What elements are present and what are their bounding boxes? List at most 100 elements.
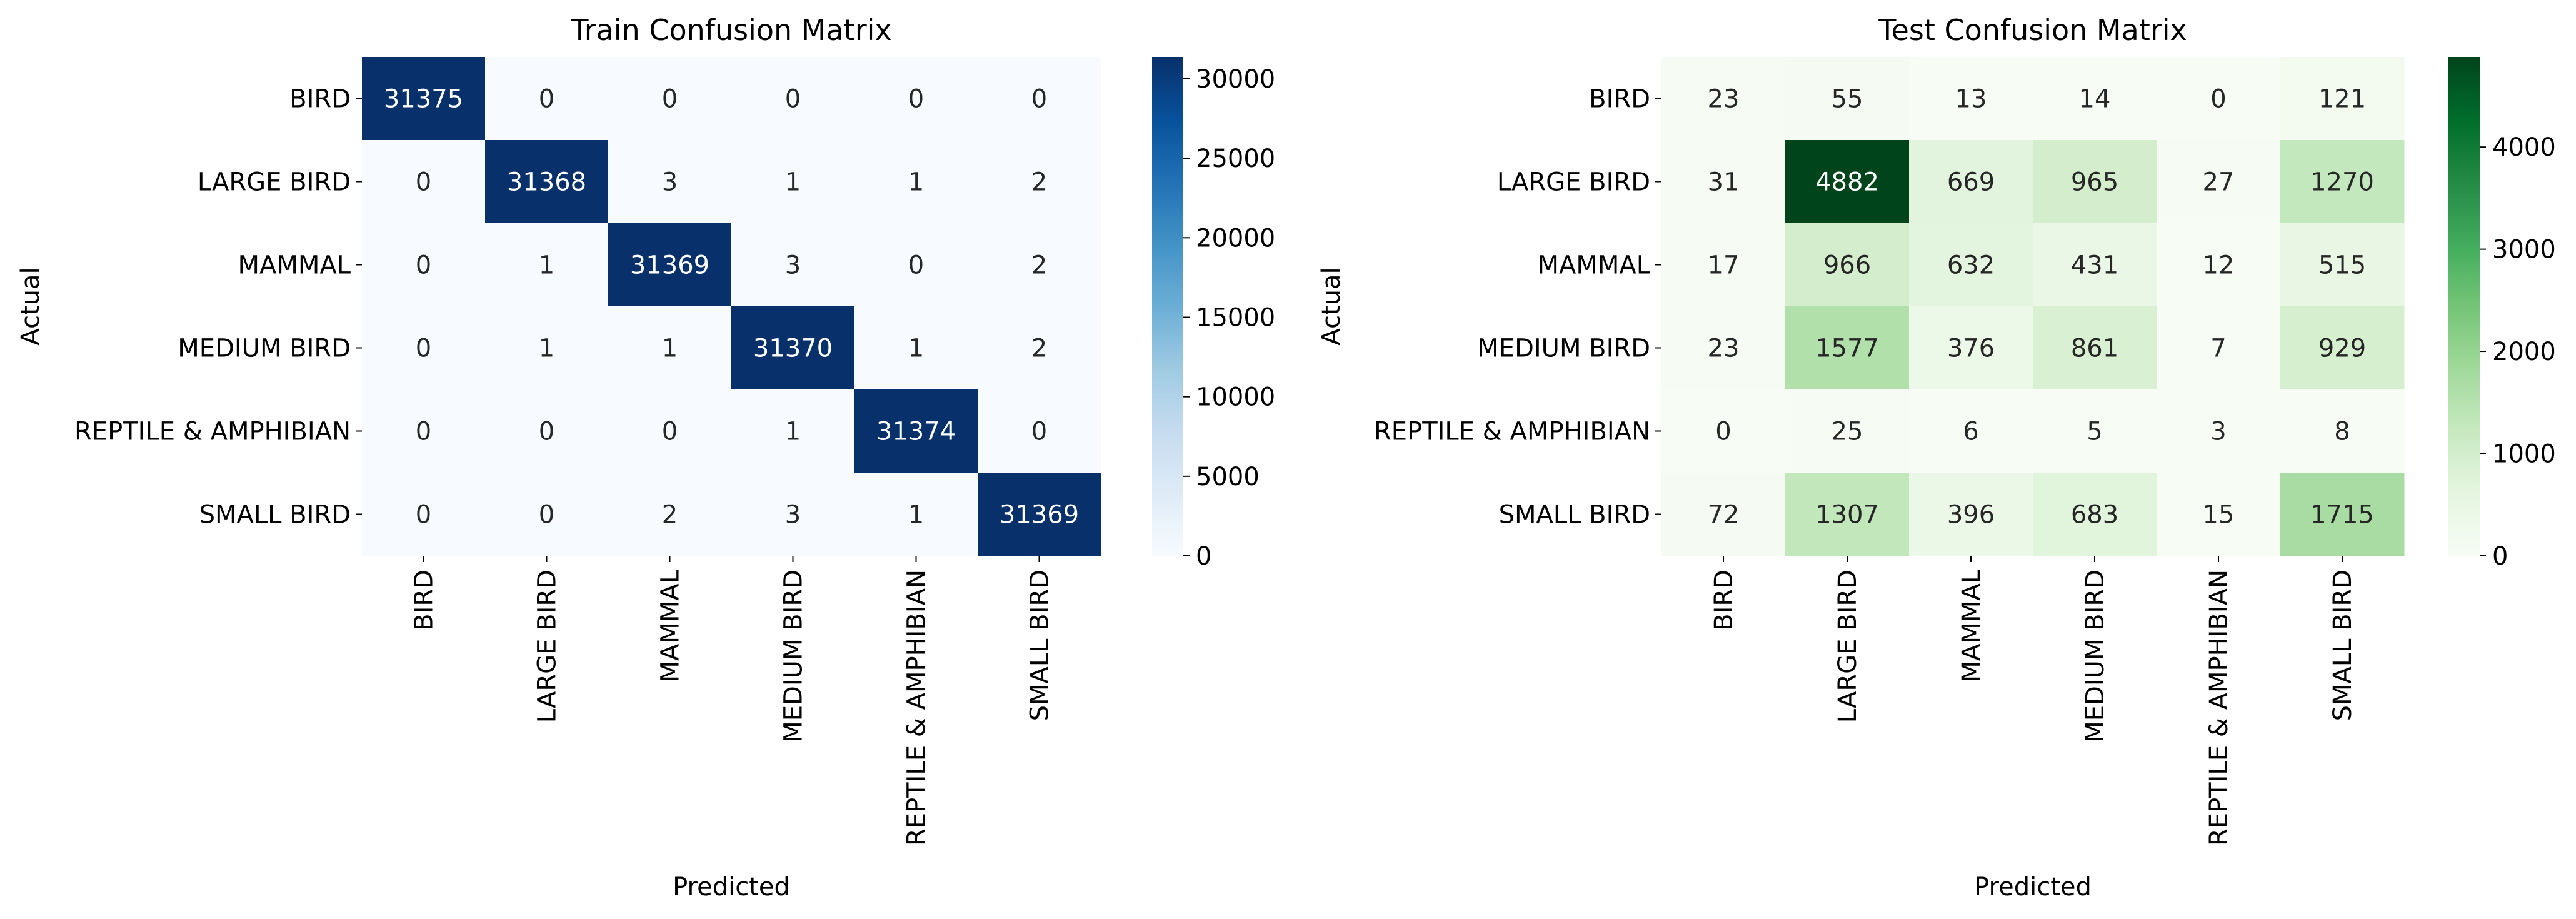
test-cell-value-label: 8 [2334,418,2350,446]
test-y-axis-label: Actual [1317,267,1346,345]
train-cell-value-label: 0 [1031,85,1047,114]
test-colorbar-tick-label: 4000 [2492,133,2556,162]
test-cell-value-label: 515 [2318,251,2366,280]
test-heatmap-cell [1785,473,1910,556]
train-heatmap-cell [854,223,978,307]
test-cell-value-label: 966 [1823,251,1871,280]
train-heatmap-cell [731,306,855,390]
train-y-tick-label: LARGE BIRD [198,168,351,197]
test-cell-value-label: 0 [2210,85,2226,114]
test-y-tick-label: MEDIUM BIRD [1477,334,1650,363]
test-cell-value-label: 0 [1715,418,1731,446]
train-cell-value-label: 0 [662,418,678,446]
test-heatmap-cell [2033,57,2157,141]
train-cell-value-label: 1 [908,168,924,197]
train-heatmap-cell [608,57,732,141]
test-cell-value-label: 431 [2071,251,2118,280]
train-cell-value-label: 0 [1031,418,1047,446]
test-heatmap-cell [1909,140,2033,224]
test-heatmap-cell [2157,57,2281,141]
test-heatmap-cell [1909,223,2033,307]
test-cell-value-label: 4882 [1815,168,1879,197]
train-heatmap-cell [362,223,486,307]
train-heatmap-cell [485,389,609,473]
train-heatmap-cell [978,306,1101,390]
test-heatmap-cell [2280,306,2405,390]
train-cell-value-label: 31368 [507,168,586,197]
test-heatmap-cell [1661,57,1786,141]
train-cell-value-label: 1 [662,334,678,363]
test-cell-value-label: 12 [2203,251,2235,280]
train-y-tick-label: BIRD [289,85,351,114]
train-heatmap-cell [485,140,609,224]
test-heatmap-cell [2033,389,2157,473]
train-y-axis-label: Actual [16,267,45,345]
train-heatmap-cell [362,473,486,556]
train-cell-value-label: 1 [785,168,801,197]
train-heatmap-cell [608,223,732,307]
test-cell-value-label: 965 [2071,168,2118,197]
test-x-tick-label: SMALL BIRD [2328,570,2357,721]
test-cell-value-label: 14 [2079,85,2111,114]
test-y-tick-label: REPTILE & AMPHIBIAN [1374,418,1650,446]
test-cell-value-label: 376 [1947,334,1995,363]
train-heatmap-cell [485,57,609,141]
test-heatmap-cell [2157,223,2281,307]
train-cell-value-label: 2 [1031,251,1047,280]
train-y-tick-label: MAMMAL [238,251,351,280]
train-heatmap-cell [978,389,1101,473]
test-heatmap-cell [2033,223,2157,307]
test-cell-value-label: 55 [1832,85,1863,114]
train-x-tick-label: MAMMAL [656,569,685,682]
train-heatmap-cell [485,223,609,307]
train-heatmap-cell [854,389,978,473]
test-heatmap-cell [2157,473,2281,556]
train-heatmap-cell [978,57,1101,141]
train-cell-value-label: 31369 [630,251,709,280]
train-colorbar-tick-label: 5000 [1196,463,1260,491]
train-x-tick-label: BIRD [410,570,439,631]
train-cell-value-label: 1 [908,334,924,363]
test-heatmap-cell [2157,306,2281,390]
test-cell-value-label: 121 [2318,85,2366,114]
test-x-tick-label: MEDIUM BIRD [2081,570,2110,743]
train-colorbar-tick-label: 20000 [1196,224,1275,253]
test-cell-value-label: 5 [2087,418,2102,446]
train-cell-value-label: 2 [1031,334,1047,363]
train-heatmap-cell [854,306,978,390]
test-cell-value-label: 31 [1708,168,1740,197]
train-heatmap-cell [731,140,855,224]
test-heatmap-cell [1785,223,1910,307]
test-cell-value-label: 23 [1708,85,1740,114]
train-heatmap-cell [608,140,732,224]
train-cell-value-label: 0 [539,85,554,114]
test-y-tick-label: MAMMAL [1537,251,1650,280]
test-heatmap-cell [2280,57,2405,141]
test-colorbar-tick-label: 3000 [2492,236,2556,264]
test-heatmap-cell [2280,389,2405,473]
test-cell-value-label: 23 [1708,334,1740,363]
train-cell-value-label: 1 [539,251,554,280]
train-y-tick-label: MEDIUM BIRD [178,334,351,363]
test-heatmap-cell [2033,473,2157,556]
train-colorbar-tick-label: 30000 [1196,65,1275,94]
test-heatmap-cell [1785,57,1910,141]
test-cell-value-label: 1270 [2310,168,2374,197]
train-cell-value-label: 0 [416,501,431,530]
test-cell-value-label: 6 [1963,418,1978,446]
train-cell-value-label: 0 [416,418,431,446]
train-y-tick-label: REPTILE & AMPHIBIAN [74,418,351,446]
test-cell-value-label: 632 [1947,251,1995,280]
train-heatmap-cell [854,140,978,224]
test-cell-value-label: 861 [2071,334,2118,363]
train-heatmap-cell [978,223,1101,307]
train-cell-value-label: 31369 [1000,501,1079,530]
test-cell-value-label: 27 [2203,168,2235,197]
test-heatmap-cell [1661,389,1786,473]
test-y-tick-label: LARGE BIRD [1497,168,1650,197]
test-heatmap-cell [1785,306,1910,390]
train-cell-value-label: 2 [662,501,678,530]
test-x-tick-label: BIRD [1710,570,1738,631]
test-cell-value-label: 3 [2210,418,2226,446]
train-heatmap-cell [978,473,1101,556]
